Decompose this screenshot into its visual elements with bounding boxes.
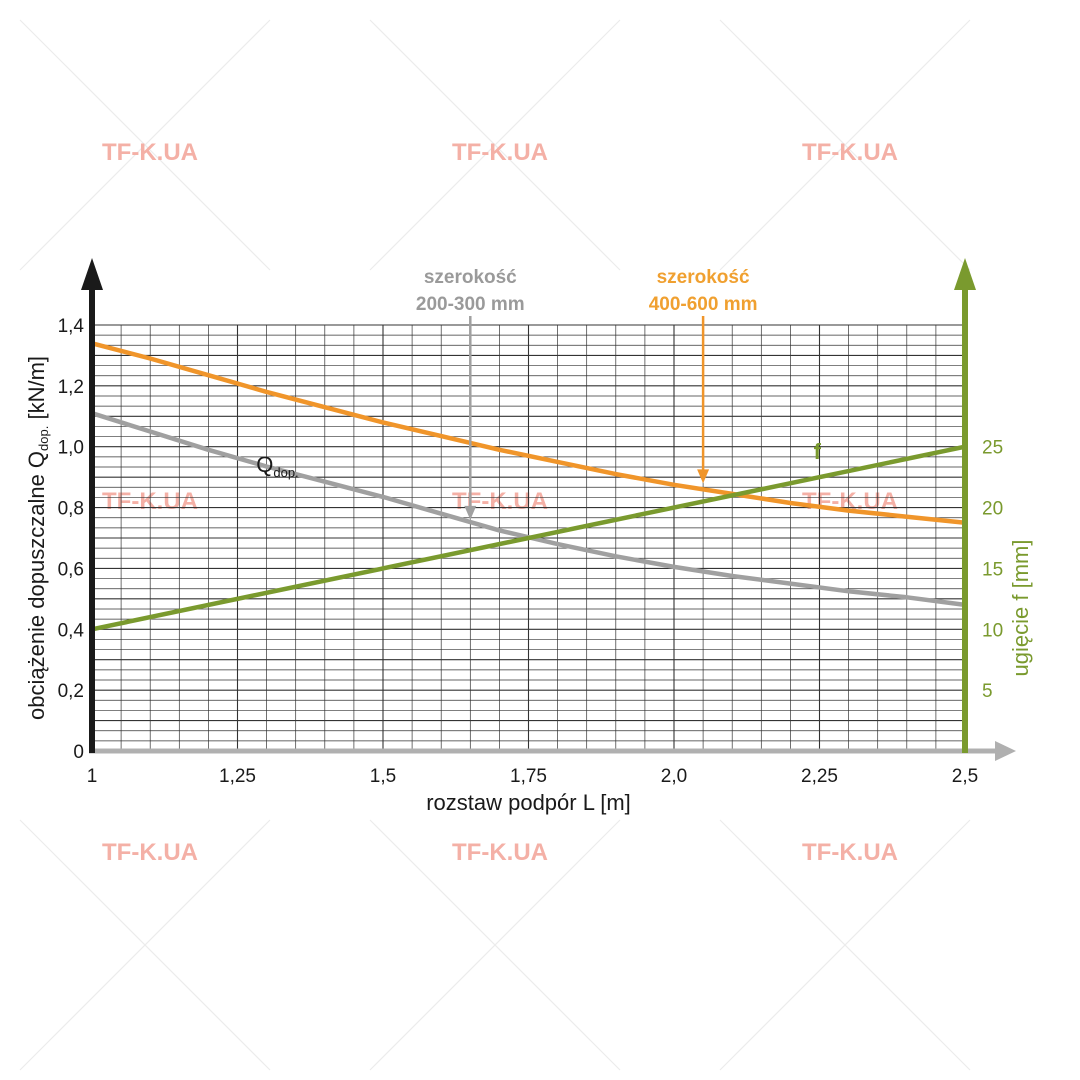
- y-tick-label: 0,6: [58, 559, 84, 580]
- watermark-line: [719, 19, 971, 271]
- x-tick-label: 2,25: [801, 766, 838, 787]
- watermark-line: [719, 819, 971, 1071]
- annotation-gray-line1: szerokość: [424, 267, 517, 288]
- watermark-text: TF-K.UA: [452, 139, 548, 166]
- y2-tick-label: 10: [982, 620, 1003, 641]
- series-label-q: Qdop.: [256, 452, 298, 480]
- y-tick-label: 0,8: [58, 499, 84, 520]
- annotation-orange-arrow-icon: [697, 469, 710, 484]
- y-axis-title-unit: [kN/m]: [24, 356, 49, 426]
- y2-tick-label: 5: [982, 681, 993, 702]
- x-axis-arrow-icon: [995, 741, 1016, 761]
- x-tick-label: 1,25: [219, 766, 256, 787]
- x-tick-label: 1: [87, 766, 98, 787]
- annotation-gray-line2: 200-300 mm: [416, 294, 525, 315]
- series-green-line: [89, 444, 968, 632]
- watermark-text: TF-K.UA: [802, 839, 898, 866]
- watermark-line: [369, 819, 621, 1071]
- y-tick-label: 1,2: [58, 377, 84, 398]
- y-axis-title-sub: dop.: [36, 426, 51, 451]
- watermark-text: TF-K.UA: [102, 839, 198, 866]
- y-axis-right-arrow-icon: [954, 258, 976, 290]
- y-axis-title-main: obciążenie dopuszczalne Q: [24, 451, 49, 720]
- y-axis-left-arrow-icon: [81, 258, 103, 290]
- watermark-line: [19, 819, 271, 1071]
- watermark-line: [19, 19, 271, 271]
- x-tick-label: 2,0: [661, 766, 687, 787]
- watermark-text: TF-K.UA: [102, 139, 198, 166]
- y2-tick-label: 20: [982, 499, 1003, 520]
- watermark-text: TF-K.UA: [802, 139, 898, 166]
- x-tick-label: 1,5: [370, 766, 396, 787]
- series-orange-line: [89, 341, 968, 526]
- y-axis-title: obciążenie dopuszczalne Qdop. [kN/m]: [24, 356, 51, 720]
- annotation-gray-arrow-icon: [464, 505, 477, 520]
- annotation-orange-line1: szerokość: [657, 267, 750, 288]
- y2-tick-label: 15: [982, 559, 1003, 580]
- y-tick-label: 0,2: [58, 681, 84, 702]
- y2-axis-title: ugięcie f [mm]: [1008, 540, 1033, 677]
- y-tick-label: 0,4: [58, 620, 85, 641]
- axes: [81, 258, 1016, 761]
- watermark-text: TF-K.UA: [452, 839, 548, 866]
- labels: 1 1,25 1,5 1,75 2,0 2,25 2,500,20,40,60,81,01,…: [24, 267, 1033, 815]
- watermark-text: TF-K.UA: [452, 488, 548, 515]
- series-label-q-main: Q: [256, 452, 273, 477]
- series-label-q-sub: dop.: [273, 465, 298, 480]
- series-label-f: f: [814, 439, 822, 464]
- y-tick-label: 1,0: [58, 438, 84, 459]
- y2-tick-label: 25: [982, 438, 1003, 459]
- x-tick-label: 1,75: [510, 766, 547, 787]
- annotation-orange-line2: 400-600 mm: [649, 294, 758, 315]
- y-tick-label: 0: [73, 742, 84, 763]
- series-layer: [89, 341, 968, 632]
- x-tick-label: 2,5: [952, 766, 978, 787]
- y-tick-label: 1,4: [58, 316, 85, 337]
- watermark-line: [369, 19, 621, 271]
- x-axis-title: rozstaw podpór L [m]: [426, 790, 631, 815]
